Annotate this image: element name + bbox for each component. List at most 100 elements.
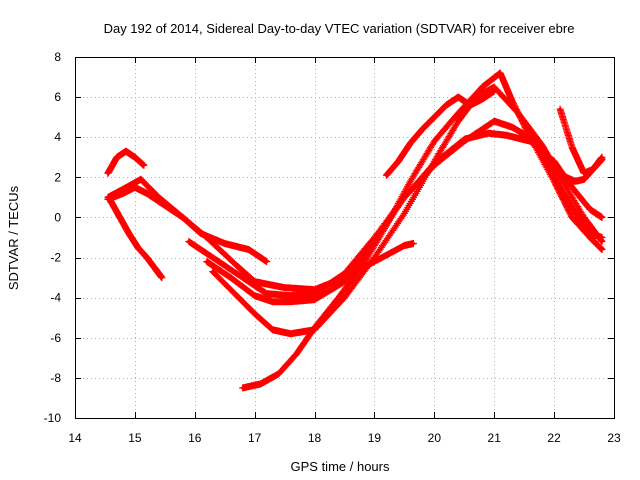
data-point [295, 352, 299, 356]
data-point [271, 328, 275, 332]
x-tick-label: 18 [308, 431, 322, 445]
data-point [223, 241, 227, 246]
data-point [462, 139, 466, 143]
data-point [456, 111, 460, 115]
axis-ticks [75, 57, 615, 419]
data-point [271, 300, 275, 304]
data-point [289, 332, 293, 336]
plot-frame [75, 57, 615, 419]
grid [75, 57, 614, 418]
data-point [142, 163, 146, 167]
data-point [582, 177, 586, 181]
data-point [313, 326, 317, 330]
data-point [591, 167, 595, 171]
y-tick-label: -4 [50, 291, 61, 305]
data-point [106, 195, 110, 199]
y-tick-label: -10 [44, 411, 62, 425]
data-point [570, 185, 574, 189]
data-point [313, 298, 317, 302]
data-point [372, 256, 376, 260]
data-point [600, 157, 604, 161]
series-arc-1 [104, 147, 148, 177]
data-point [432, 139, 436, 143]
tick-labels: 14 15 16 17 18 19 20 21 22 23 -10 -8 -6 -4 -2 0 2 4 6 8 [44, 50, 621, 445]
data-point [145, 256, 149, 260]
data-point [265, 292, 269, 296]
data-point [115, 155, 119, 159]
data-point [241, 276, 245, 280]
data-point [342, 272, 347, 276]
y-tick-label: 8 [54, 50, 61, 64]
series-arc-4 [104, 175, 417, 294]
data-point [360, 264, 365, 268]
data-point [402, 211, 406, 215]
data-point [492, 85, 496, 89]
series-arc-2 [107, 197, 166, 282]
chart-title: Day 192 of 2014, Sidereal Day-to-day VTE… [104, 21, 575, 36]
data-point [277, 372, 281, 376]
data-point [420, 127, 424, 131]
data-point [555, 171, 559, 175]
data-point [540, 143, 544, 147]
data-point [313, 292, 317, 296]
x-tick-label: 22 [547, 431, 561, 445]
data-point [486, 131, 490, 135]
data-point [600, 239, 604, 244]
data-point [384, 223, 388, 228]
data-point [145, 191, 149, 195]
data-point [229, 276, 233, 280]
data-point [408, 141, 412, 145]
data-point [558, 107, 562, 111]
series-arc-9 [382, 87, 498, 179]
data-point [235, 264, 239, 268]
data-point [211, 270, 215, 274]
x-tick-label: 19 [368, 431, 382, 445]
series-markers [239, 69, 606, 392]
data-point [456, 95, 460, 99]
y-tick-label: -2 [50, 251, 61, 265]
data-point [336, 296, 341, 300]
data-point [570, 215, 574, 219]
data-point [118, 215, 122, 219]
data-point [570, 145, 574, 149]
data-point [456, 119, 460, 123]
data-point [157, 195, 161, 199]
data-point [241, 386, 245, 390]
y-tick-label: 0 [54, 210, 61, 224]
data-point [408, 179, 412, 183]
series-markers [104, 175, 417, 294]
data-point [205, 260, 209, 264]
data-point [492, 89, 496, 93]
data-point [187, 239, 191, 244]
data-point [121, 187, 125, 191]
data-point [127, 231, 131, 236]
y-tick-label: 6 [54, 90, 61, 104]
data-point [510, 99, 514, 103]
data-point [342, 296, 347, 300]
data-point [570, 205, 574, 209]
x-tick-label: 23 [607, 431, 621, 445]
data-point [402, 243, 406, 248]
data-point [600, 247, 604, 252]
data-point [396, 159, 400, 163]
data-point [432, 159, 436, 163]
x-tick-label: 14 [68, 431, 82, 445]
data-point [247, 247, 251, 252]
data-point [384, 173, 388, 177]
data-point [106, 171, 110, 175]
data-point [444, 103, 448, 107]
data-point [552, 179, 556, 183]
data-point [253, 312, 257, 316]
data-point [259, 382, 263, 386]
data-point [133, 155, 137, 159]
data-point [498, 71, 502, 75]
x-axis-title: GPS time / hours [291, 459, 390, 474]
x-tick-label: 21 [488, 431, 502, 445]
data-point [504, 133, 508, 137]
data-point [139, 177, 143, 181]
data-point [480, 85, 484, 89]
x-tick-label: 17 [248, 431, 262, 445]
data-point [342, 280, 347, 284]
data-point [600, 215, 604, 219]
